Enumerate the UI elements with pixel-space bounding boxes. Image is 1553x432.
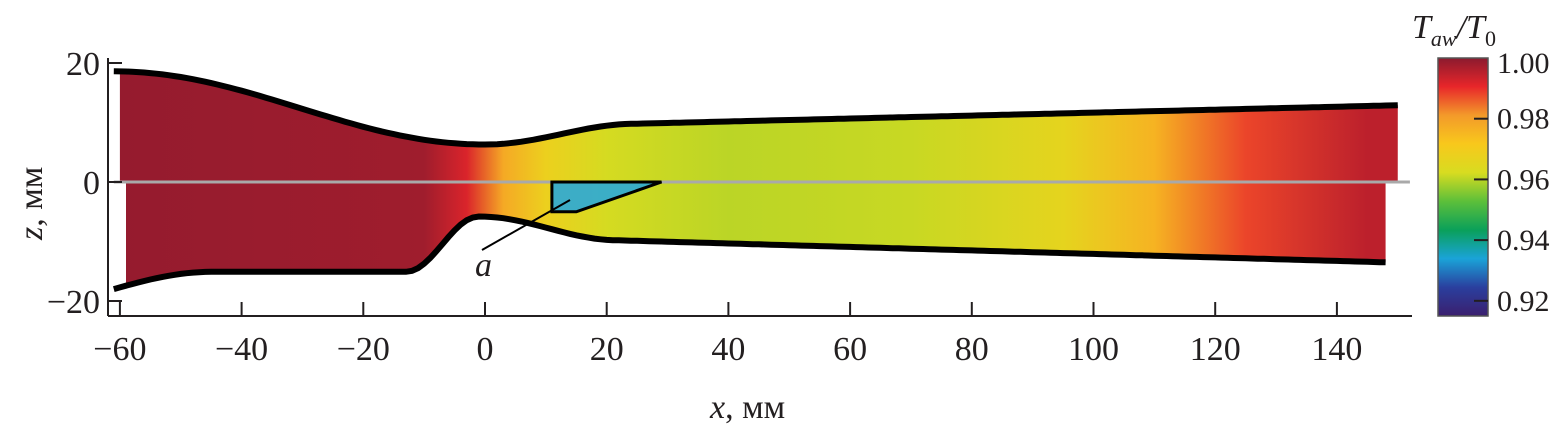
colorbar-tick-label: 0.94	[1497, 224, 1550, 257]
x-tick-label: 80	[955, 331, 989, 368]
y-axis-label: z, мм	[13, 167, 50, 241]
region-a-fill	[551, 182, 662, 212]
x-tick-label: 100	[1068, 331, 1119, 368]
colorbar-tick-label: 0.96	[1497, 163, 1550, 196]
x-tick-label: −20	[337, 331, 390, 368]
lower-wall	[112, 213, 1386, 292]
x-tick-label: 60	[833, 331, 867, 368]
colorbar-tick-label: 0.98	[1497, 103, 1550, 136]
upper-wall	[113, 68, 1398, 148]
annotation-a: a	[475, 247, 492, 284]
colorbar-tick-label: 0.92	[1497, 285, 1550, 318]
colorbar-title: Taw/T0	[1412, 9, 1496, 51]
colorbar-gradient	[1437, 57, 1489, 317]
x-axis-label: x, мм	[709, 389, 785, 426]
region-a-outline	[550, 180, 662, 214]
annotation-leader-line	[481, 199, 571, 251]
y-tick-label: −20	[47, 284, 100, 321]
colorbar: 1.00 0.98 0.96 0.94 0.92	[1437, 47, 1550, 318]
x-tick-label: 120	[1190, 331, 1241, 368]
x-tick-label: 0	[477, 331, 494, 368]
x-tick-label: 140	[1311, 331, 1362, 368]
x-tick-label: −40	[215, 331, 268, 368]
x-tick-label: 40	[711, 331, 745, 368]
colorbar-tick-label: 1.00	[1497, 47, 1550, 80]
x-tick-label: −60	[93, 331, 146, 368]
x-tick-label: 20	[590, 331, 624, 368]
y-tick-label: 0	[83, 165, 100, 202]
y-tick-label: 20	[66, 46, 100, 83]
axes: −60 −40 −20 0 20 40 60 80 100 120 140 20 0 −20	[47, 46, 1412, 368]
